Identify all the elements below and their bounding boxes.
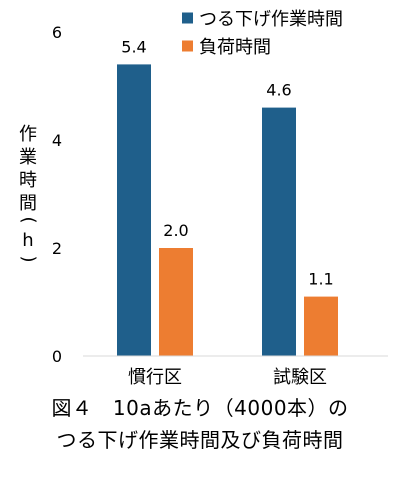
y-tick-label-4: 6: [52, 23, 62, 42]
bar-2-2: [304, 296, 338, 356]
x-tick-label-1: 慣行区: [128, 367, 182, 388]
y-axis-title-char-3: 時: [19, 170, 37, 191]
legend-label-1: つる下げ作業時間: [199, 9, 343, 30]
y-axis-title-char-6: h: [22, 230, 33, 251]
y-axis-title-char-1: 作: [19, 124, 37, 145]
y-axis-title-char-7: ): [18, 255, 39, 262]
plot-area: 5.4 2.0 4.6 1.1: [117, 37, 338, 357]
caption-line-1: 図４ 10aあたり（4000本）の: [51, 396, 349, 420]
caption-line-2: つる下げ作業時間及び負荷時間: [56, 428, 344, 452]
y-axis-title: 作 業 時 間 ( h ): [18, 124, 39, 263]
y-tick-label-3: 4: [52, 131, 62, 150]
bar-2-1: [159, 248, 193, 356]
bar-1-2: [262, 107, 296, 356]
data-label-1-1: 5.4: [121, 37, 146, 56]
data-label-2-2: 1.1: [308, 270, 333, 289]
bar-1-1: [117, 64, 151, 357]
data-label-2-1: 2.0: [163, 221, 188, 240]
y-axis-title-char-2: 業: [19, 147, 37, 168]
y-axis-ticks: 0 2 4 6: [52, 23, 62, 366]
legend-swatch-2: [182, 40, 193, 52]
x-tick-label-2: 試験区: [273, 367, 327, 388]
y-axis-title-char-4: 間: [19, 193, 37, 214]
figure-caption: 図４ 10aあたり（4000本）の つる下げ作業時間及び負荷時間: [0, 392, 400, 456]
data-label-1-2: 4.6: [266, 81, 291, 100]
x-axis-ticks: 慣行区 試験区: [128, 367, 327, 388]
y-axis-title-char-5: (: [18, 216, 39, 223]
legend-label-2: 負荷時間: [199, 37, 271, 58]
y-tick-label-2: 2: [52, 239, 62, 258]
y-tick-label-1: 0: [52, 347, 62, 366]
legend-swatch-1: [182, 12, 193, 24]
bar-chart: 5.4 2.0 4.6 1.1 作 業 時 間 ( h ) 0 2 4 6 慣行区 試験区 つ…: [18, 9, 388, 388]
